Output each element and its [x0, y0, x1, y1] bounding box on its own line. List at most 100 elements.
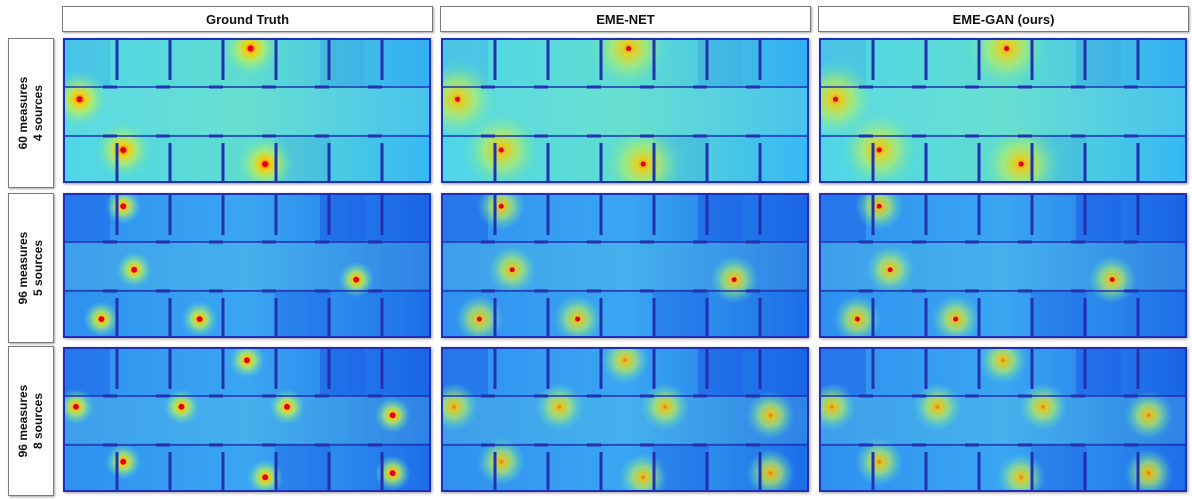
- row-1-measures: 60 measures: [16, 76, 30, 150]
- source-hotspot: [854, 195, 904, 231]
- low-field-region: [65, 195, 110, 241]
- source-hotspot: [838, 109, 920, 181]
- source-point: [262, 161, 269, 168]
- source-point: [887, 267, 893, 273]
- low-field-region: [1121, 40, 1185, 86]
- source-point: [509, 267, 515, 273]
- source-point: [120, 458, 127, 465]
- source-hotspot: [978, 349, 1028, 385]
- low-field-region: [1031, 290, 1087, 336]
- source-point: [833, 96, 839, 102]
- source-hotspot: [1124, 390, 1173, 440]
- source-point: [731, 277, 737, 283]
- source-point: [196, 316, 203, 323]
- source-hotspot: [854, 437, 904, 487]
- source-hotspot: [833, 294, 882, 336]
- low-field-region: [743, 349, 807, 395]
- low-field-region: [698, 40, 743, 86]
- source-point: [131, 266, 138, 273]
- source-hotspot: [1018, 382, 1068, 432]
- heatmap-gt-row-2: [63, 193, 431, 338]
- source-point: [876, 203, 882, 209]
- source-point: [953, 316, 959, 322]
- source-point: [244, 357, 250, 364]
- heatmap-net-row-1: [441, 38, 809, 183]
- heatmap-net-row-3: [441, 347, 809, 492]
- low-field-region: [275, 444, 331, 490]
- row-1-sources: 4 sources: [31, 84, 45, 142]
- source-hotspot: [966, 40, 1048, 89]
- source-hotspot: [220, 40, 281, 79]
- low-field-region: [320, 349, 365, 395]
- row-2-measures: 96 measures: [16, 231, 30, 305]
- source-hotspot: [931, 294, 980, 336]
- low-field-region: [1076, 195, 1121, 241]
- source-point: [640, 161, 646, 167]
- source-hotspot: [640, 382, 690, 432]
- source-hotspot: [65, 69, 110, 130]
- source-hotspot: [980, 123, 1062, 181]
- source-point: [120, 146, 127, 153]
- low-field-region: [275, 290, 331, 336]
- source-point: [262, 474, 269, 481]
- row-3-sources: 8 sources: [31, 392, 45, 450]
- low-field-region: [1121, 349, 1185, 395]
- low-field-region: [653, 290, 709, 336]
- source-point: [389, 412, 396, 419]
- source-point: [72, 403, 79, 410]
- source-hotspot: [476, 195, 526, 231]
- source-hotspot: [235, 134, 296, 181]
- source-hotspot: [535, 382, 584, 432]
- source-hotspot: [105, 195, 142, 225]
- source-point: [876, 147, 882, 153]
- source-hotspot: [913, 382, 962, 432]
- low-field-region: [365, 40, 429, 86]
- source-point: [476, 316, 482, 322]
- source-hotspot: [460, 109, 542, 181]
- heatmap-gan-row-2: [819, 193, 1187, 338]
- source-hotspot: [588, 40, 670, 89]
- low-field-region: [1121, 195, 1185, 241]
- source-point: [455, 96, 461, 102]
- low-field-region: [320, 40, 365, 86]
- heatmap-gan-row-1: [819, 38, 1187, 183]
- source-hotspot: [476, 437, 526, 487]
- source-hotspot: [746, 448, 795, 490]
- low-field-region: [698, 195, 743, 241]
- low-field-region: [698, 349, 743, 395]
- source-hotspot: [602, 123, 684, 181]
- column-header-eme-net: EME-NET: [440, 6, 811, 32]
- heatmap-gt-row-3: [63, 347, 431, 492]
- source-hotspot: [229, 349, 265, 379]
- heatmap-gt-row-1: [63, 38, 431, 183]
- source-point: [626, 45, 632, 51]
- source-point: [76, 96, 83, 103]
- source-point: [1109, 277, 1115, 283]
- corridor-band: [821, 397, 1185, 443]
- source-hotspot: [455, 294, 504, 336]
- low-field-region: [320, 195, 365, 241]
- source-point: [498, 203, 504, 209]
- source-point: [98, 316, 105, 323]
- column-header-ground-truth: Ground Truth: [62, 6, 433, 32]
- column-header-eme-gan: EME-GAN (ours): [818, 6, 1189, 32]
- source-hotspot: [1124, 448, 1173, 490]
- source-point: [120, 203, 127, 210]
- low-field-region: [65, 349, 110, 395]
- source-point: [178, 403, 185, 410]
- corridor-band: [443, 397, 807, 443]
- source-point: [247, 45, 254, 52]
- row-2-sources: 5 sources: [31, 239, 45, 297]
- source-hotspot: [553, 294, 602, 336]
- row-header-2: 96 measures 5 sources: [8, 193, 54, 343]
- source-point: [498, 147, 504, 153]
- low-field-region: [1076, 349, 1121, 395]
- row-header-3: 96 measures 8 sources: [8, 346, 54, 496]
- low-field-region: [1076, 40, 1121, 86]
- corridor-band: [65, 397, 429, 443]
- source-hotspot: [821, 382, 857, 432]
- source-hotspot: [600, 349, 650, 385]
- low-field-region: [743, 40, 807, 86]
- source-point: [575, 316, 581, 322]
- source-hotspot: [443, 382, 479, 432]
